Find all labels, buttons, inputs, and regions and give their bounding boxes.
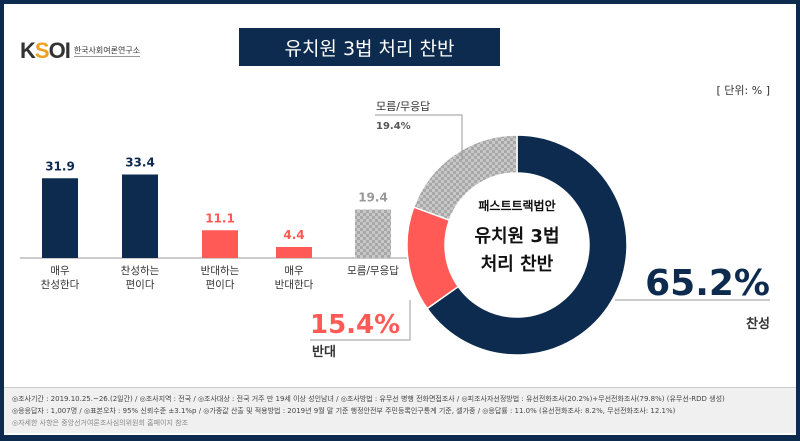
bar-category-label: 반대하는 bbox=[201, 264, 240, 277]
slice-value-label: 19.4% bbox=[376, 121, 411, 132]
logo: KSOI 한국사회여론연구소 bbox=[20, 38, 141, 64]
leader-line bbox=[375, 114, 463, 160]
bar-category-label: 찬성한다 bbox=[41, 279, 80, 291]
bar bbox=[42, 178, 78, 258]
logo-mark: KSOI bbox=[20, 38, 71, 63]
bar-category-label: 반대한다 bbox=[275, 279, 314, 291]
footer-line: ◎조사기간 : 2019.10.25.~26.(2일간) / ◎조사지역 : 전… bbox=[12, 395, 725, 403]
unit-label: [ 단위: % ] bbox=[716, 84, 770, 97]
bar-value-label: 4.4 bbox=[283, 228, 304, 242]
donut-center-label: 유치원 3법 bbox=[474, 226, 559, 247]
bar-category-label: 찬성하는 bbox=[121, 264, 160, 277]
leader-line bbox=[310, 300, 411, 341]
slice-value-label: 15.4% bbox=[310, 310, 400, 340]
donut-slice bbox=[412, 134, 518, 222]
bar bbox=[276, 247, 312, 258]
bar-value-label: 33.4 bbox=[125, 156, 155, 170]
bar-category-label: 편이다 bbox=[206, 278, 235, 291]
bar-value-label: 31.9 bbox=[45, 159, 75, 173]
bar-category-label: 모름/무응답 bbox=[347, 265, 399, 277]
bar bbox=[355, 209, 391, 258]
bar bbox=[122, 174, 158, 258]
bar-category-label: 편이다 bbox=[126, 278, 155, 291]
donut-center-label: 처리 찬반 bbox=[481, 254, 554, 275]
donut-slice bbox=[426, 134, 628, 356]
slice-value-label: 65.2% bbox=[645, 263, 770, 304]
logo-subtitle: 한국사회여론연구소 bbox=[73, 46, 141, 57]
footer-line: ◎응응답자 : 1,007명 / ◎표본오차 : 95% 신뢰수준 ±3.1%p… bbox=[12, 407, 676, 415]
donut-center-label: 패스트트랙법안 bbox=[478, 198, 555, 213]
bar-category-label: 매우 bbox=[50, 265, 70, 277]
slice-name-label: 모름/무응답 bbox=[376, 100, 430, 113]
bar-value-label: 11.1 bbox=[205, 211, 235, 225]
slice-name-label: 찬성 bbox=[746, 316, 770, 332]
footer: ◎조사기간 : 2019.10.25.~26.(2일간) / ◎조사지역 : 전… bbox=[4, 387, 796, 433]
bar-value-label: 19.4 bbox=[358, 191, 388, 205]
page-title: 유치원 3법 처리 찬반 bbox=[239, 28, 500, 66]
slice-name-label: 반대 bbox=[312, 344, 336, 360]
bar bbox=[202, 230, 238, 258]
bar-category-label: 매우 bbox=[284, 265, 304, 277]
footer-line: ◎자세한 사항은 중앙선거여론조사심의위원회 홈페이지 참조 bbox=[12, 419, 189, 427]
